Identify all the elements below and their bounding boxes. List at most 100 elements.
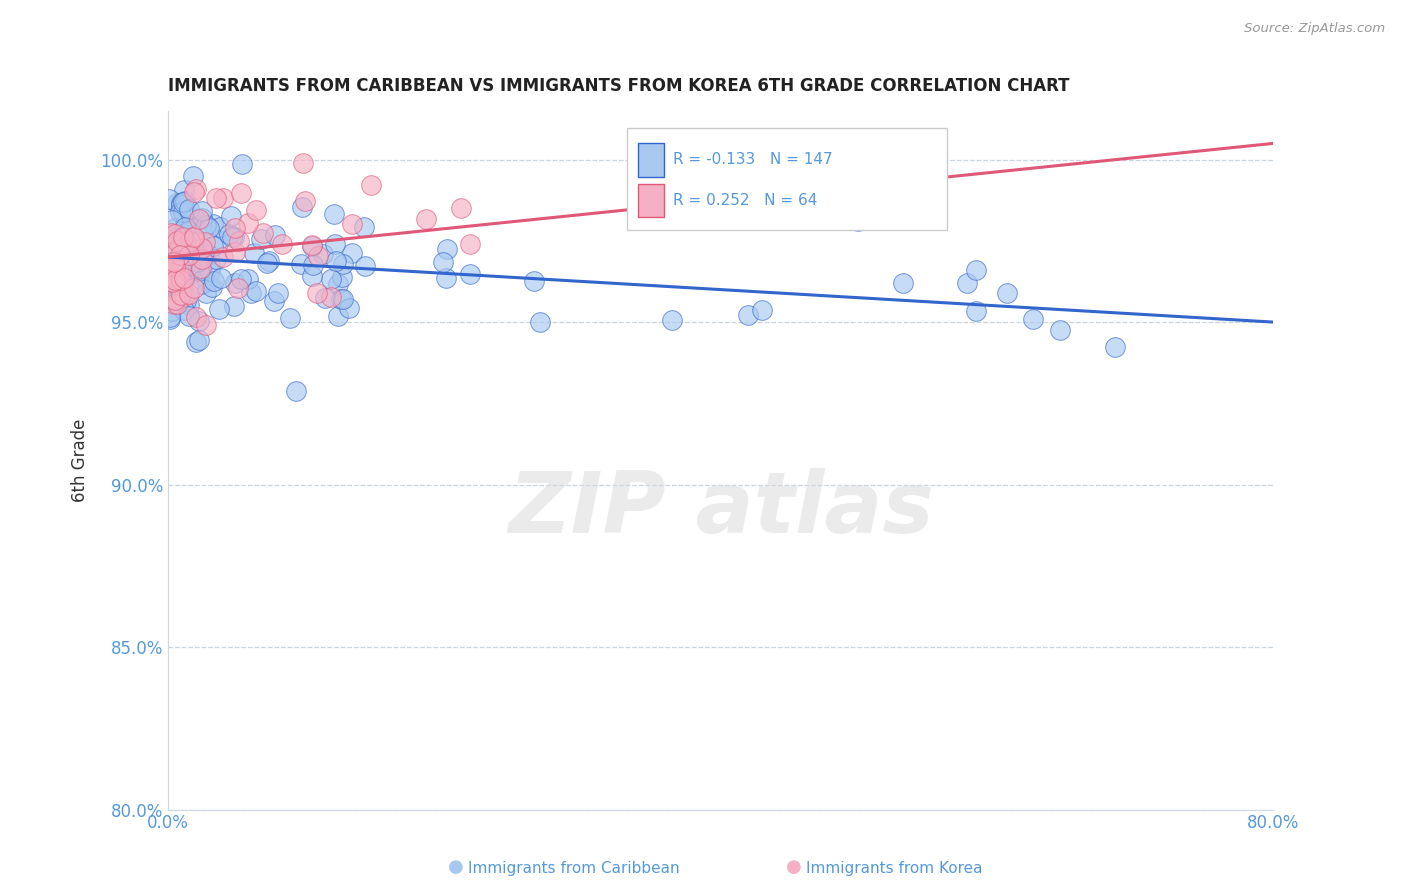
Point bbox=[170, 198, 193, 212]
Point bbox=[184, 335, 207, 350]
Point bbox=[218, 227, 240, 242]
Point bbox=[212, 191, 235, 205]
Point bbox=[179, 259, 201, 273]
Point bbox=[201, 280, 224, 294]
Point bbox=[166, 243, 188, 257]
Point bbox=[252, 226, 274, 240]
Point bbox=[163, 255, 186, 269]
Point bbox=[1049, 323, 1071, 337]
Point bbox=[245, 203, 267, 218]
Point bbox=[205, 191, 228, 205]
Point bbox=[195, 318, 218, 332]
Text: ●: ● bbox=[786, 858, 801, 876]
Point bbox=[179, 267, 201, 281]
Point bbox=[243, 246, 266, 260]
Point bbox=[224, 221, 246, 235]
Point bbox=[661, 313, 683, 327]
Point bbox=[163, 275, 186, 289]
Point bbox=[529, 315, 551, 329]
Point bbox=[995, 285, 1018, 300]
Point bbox=[183, 281, 205, 295]
Point bbox=[207, 233, 229, 247]
Point bbox=[323, 206, 346, 220]
Point bbox=[188, 263, 211, 277]
Point bbox=[170, 231, 193, 245]
Point bbox=[191, 204, 214, 219]
Point bbox=[188, 241, 211, 255]
Point bbox=[238, 271, 260, 285]
Point bbox=[197, 248, 219, 262]
Point bbox=[263, 294, 285, 309]
Point bbox=[187, 255, 209, 269]
Point bbox=[169, 204, 191, 219]
Point bbox=[290, 257, 312, 271]
Point bbox=[177, 202, 200, 216]
Point bbox=[176, 251, 198, 265]
Point bbox=[211, 250, 233, 264]
Point bbox=[174, 294, 197, 309]
Point bbox=[167, 227, 190, 242]
Point bbox=[323, 237, 346, 252]
Point bbox=[434, 271, 457, 285]
Point bbox=[159, 310, 181, 324]
Point bbox=[173, 183, 195, 197]
Point bbox=[163, 271, 186, 285]
Point bbox=[307, 285, 329, 300]
Point bbox=[292, 155, 315, 169]
Point bbox=[219, 209, 242, 223]
Point bbox=[173, 270, 195, 285]
Point bbox=[165, 242, 187, 256]
Point bbox=[163, 297, 186, 311]
Point bbox=[1022, 312, 1045, 326]
Point bbox=[173, 217, 195, 231]
Point bbox=[179, 234, 201, 248]
Point bbox=[172, 231, 194, 245]
Point bbox=[159, 227, 181, 241]
Point bbox=[245, 285, 267, 299]
Point bbox=[328, 309, 350, 323]
FancyBboxPatch shape bbox=[627, 128, 948, 229]
Point bbox=[190, 277, 212, 291]
Point bbox=[172, 240, 194, 254]
Point bbox=[312, 246, 335, 260]
Point bbox=[224, 276, 246, 290]
Point bbox=[167, 257, 190, 271]
Point bbox=[415, 211, 437, 226]
Point bbox=[173, 303, 195, 318]
Point bbox=[257, 254, 280, 268]
Point bbox=[325, 254, 347, 268]
Point bbox=[170, 195, 193, 210]
Point bbox=[172, 235, 194, 249]
Point bbox=[224, 245, 246, 260]
Point bbox=[307, 249, 329, 263]
Point bbox=[226, 281, 249, 295]
Point bbox=[751, 302, 773, 317]
Point bbox=[194, 219, 217, 233]
Point bbox=[184, 310, 207, 324]
FancyBboxPatch shape bbox=[638, 184, 665, 217]
Point bbox=[329, 293, 352, 307]
Point bbox=[224, 299, 246, 313]
Point bbox=[340, 217, 363, 231]
Point bbox=[193, 244, 215, 258]
Point bbox=[353, 220, 375, 235]
Text: ●: ● bbox=[449, 858, 464, 876]
Text: Source: ZipAtlas.com: Source: ZipAtlas.com bbox=[1244, 22, 1385, 36]
Text: Immigrants from Caribbean: Immigrants from Caribbean bbox=[468, 861, 681, 876]
Point bbox=[172, 229, 194, 244]
Point bbox=[177, 309, 200, 323]
Point bbox=[846, 214, 869, 228]
Point bbox=[166, 235, 188, 249]
Point bbox=[170, 261, 193, 276]
Point bbox=[250, 231, 273, 245]
Point bbox=[332, 257, 354, 271]
Point bbox=[965, 262, 987, 277]
Point bbox=[165, 265, 187, 279]
Point bbox=[337, 301, 360, 316]
Point bbox=[167, 241, 190, 255]
Point bbox=[157, 192, 180, 206]
Point bbox=[160, 268, 183, 283]
Point bbox=[174, 268, 197, 283]
Point bbox=[173, 288, 195, 302]
Point bbox=[291, 200, 314, 214]
